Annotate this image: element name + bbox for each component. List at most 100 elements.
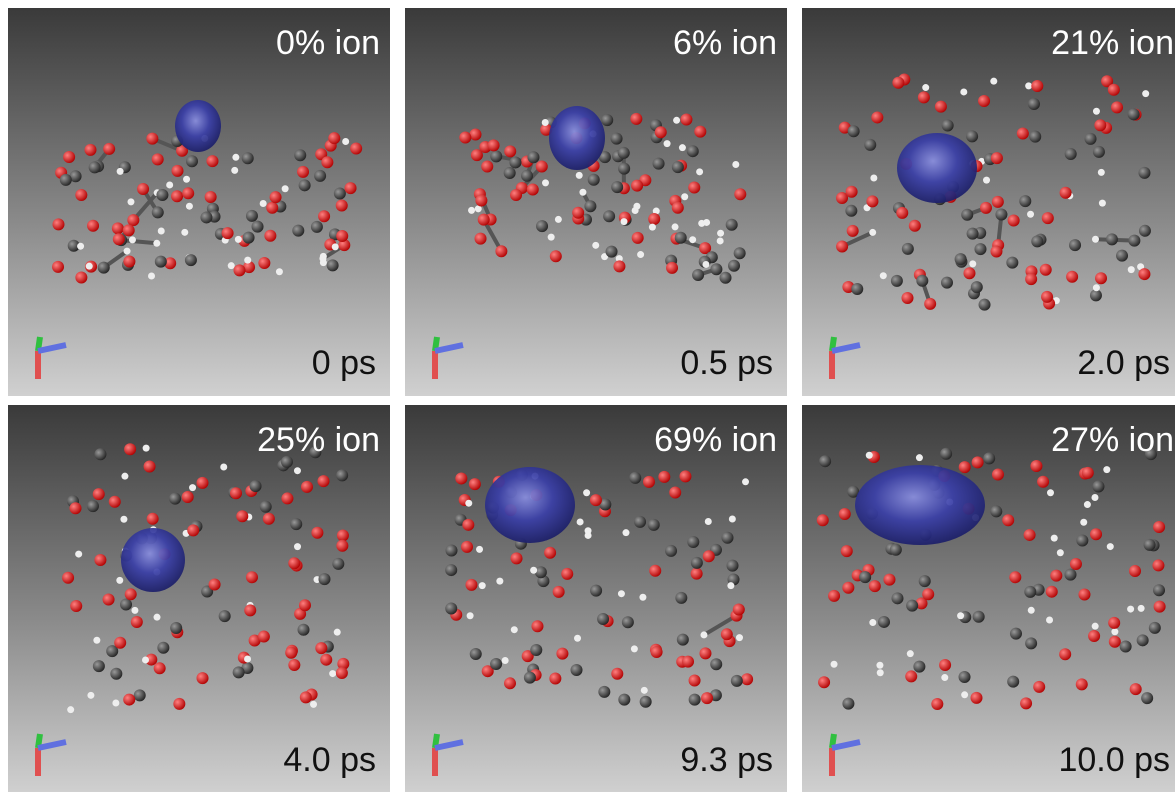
atom [1144, 539, 1156, 551]
atom [995, 208, 1007, 220]
atom [244, 655, 251, 662]
atom [465, 579, 477, 591]
atom [120, 599, 132, 611]
atom [841, 545, 853, 557]
time-label: 4.0 ps [283, 741, 376, 779]
atom [544, 547, 556, 559]
atom [137, 183, 149, 195]
atom [955, 253, 967, 265]
atom [1108, 84, 1120, 96]
atom [691, 568, 703, 580]
atom [1094, 119, 1106, 131]
atom [971, 281, 983, 293]
atom [1025, 273, 1037, 285]
atom [721, 628, 733, 640]
atom [990, 505, 1002, 517]
atom [819, 455, 831, 467]
atom [611, 133, 623, 145]
atom [470, 648, 482, 660]
atom [1128, 108, 1140, 120]
atom [117, 168, 124, 175]
atom [342, 138, 349, 145]
atom [1141, 692, 1153, 704]
atom [606, 246, 618, 258]
atom [300, 691, 312, 703]
atom [266, 202, 278, 214]
atom [292, 225, 304, 237]
atom [963, 267, 975, 279]
atom [542, 119, 549, 126]
atom [848, 125, 860, 137]
atom [876, 662, 883, 669]
atom [916, 454, 923, 461]
atom [1106, 233, 1118, 245]
atom [682, 656, 694, 668]
atom [687, 145, 699, 157]
atom [332, 243, 339, 250]
atom [1042, 212, 1054, 224]
atom [870, 175, 877, 182]
atom [181, 229, 188, 236]
atom [655, 126, 667, 138]
atom [941, 674, 948, 681]
atom [87, 220, 99, 232]
atom [1153, 584, 1165, 596]
atom [871, 111, 883, 123]
atom [147, 513, 159, 525]
atom [152, 153, 164, 165]
atom [643, 476, 655, 488]
atom [86, 263, 93, 270]
atom [866, 195, 878, 207]
time-label: 2.0 ps [1077, 344, 1170, 382]
atom [246, 571, 258, 583]
atom [681, 193, 688, 200]
atom [510, 189, 522, 201]
atom [1088, 630, 1100, 642]
panel-background [8, 8, 390, 396]
atom [651, 646, 663, 658]
atom [345, 182, 357, 194]
atom [244, 257, 251, 264]
atom [980, 202, 992, 214]
atom [1138, 167, 1150, 179]
atom [916, 275, 928, 287]
atom [919, 575, 931, 587]
atom [556, 648, 568, 660]
atom [1085, 133, 1097, 145]
atom [258, 257, 270, 269]
atom [311, 527, 323, 539]
atom [942, 119, 954, 131]
atom [123, 694, 135, 706]
atom [134, 689, 146, 701]
atom [504, 167, 516, 179]
atom [232, 154, 239, 161]
atom [845, 205, 857, 217]
atom [742, 478, 749, 485]
atom [75, 271, 87, 283]
atom [321, 156, 333, 168]
atom [1092, 236, 1099, 243]
atom [200, 211, 212, 223]
atom [93, 660, 105, 672]
atom [1002, 514, 1014, 526]
atom [990, 78, 997, 85]
atom [1139, 225, 1151, 237]
atom [234, 264, 246, 276]
atom [521, 170, 533, 182]
atom [297, 166, 309, 178]
atom [669, 486, 681, 498]
atom [476, 546, 483, 553]
atom [282, 185, 289, 192]
atom [869, 229, 876, 236]
atom [890, 544, 902, 556]
atom [689, 694, 701, 706]
atom [598, 686, 610, 698]
charge-density [897, 133, 977, 203]
atom [334, 188, 346, 200]
atom [992, 196, 1004, 208]
atom [851, 283, 863, 295]
figure: 0% ion0 ps6% ion0.5 ps21% ion2.0 ps25% i… [0, 0, 1175, 792]
atom [548, 234, 555, 241]
atom [909, 220, 921, 232]
